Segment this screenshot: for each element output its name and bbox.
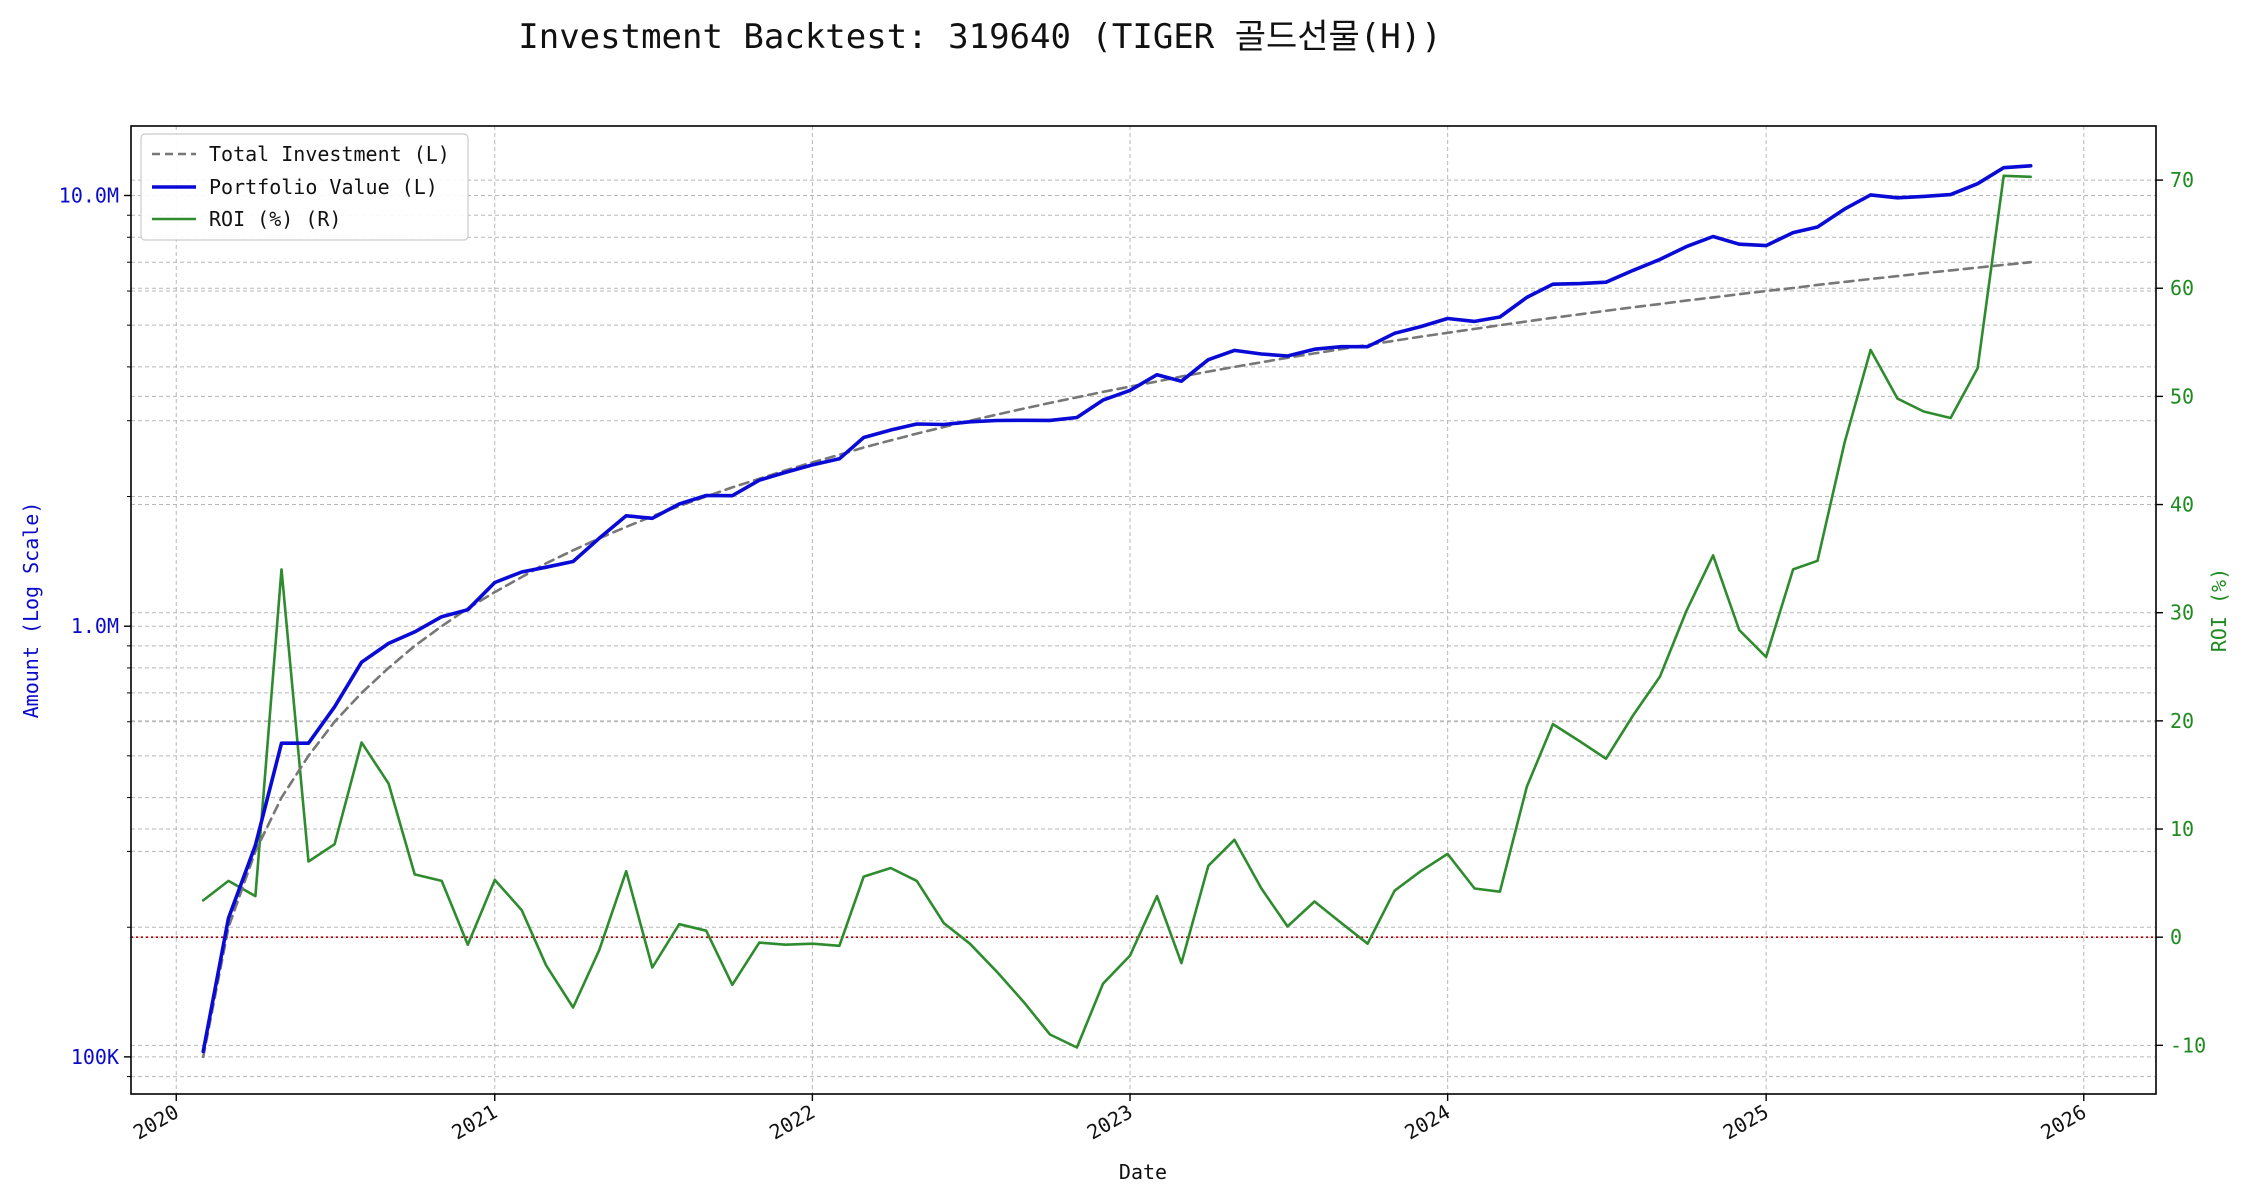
left-axis-ticks: 100K 1.0M 10.0M <box>59 183 131 1078</box>
chart-title: Investment Backtest: 319640 (TIGER 골드선물(… <box>518 17 1441 57</box>
y-right-tick-label: 50 <box>2170 384 2194 408</box>
right-axis-ticks: -10 0 10 20 30 40 50 60 70 <box>2156 168 2206 1057</box>
y-right-tick-label: -10 <box>2170 1033 2206 1057</box>
y-axis-right-label: ROI (%) <box>2207 568 2231 652</box>
series-roi-line <box>201 174 2032 1049</box>
legend-label-roi: ROI (%) (R) <box>209 207 341 231</box>
y-right-tick-label: 10 <box>2170 817 2194 841</box>
y-right-tick-label: 0 <box>2170 925 2182 949</box>
series-portfolio-value-line <box>201 164 2033 1054</box>
x-axis-label: Date <box>1119 1160 1167 1184</box>
y-right-tick-label: 70 <box>2170 168 2194 192</box>
y-axis-left-label: Amount (Log Scale) <box>19 502 43 719</box>
legend-box <box>140 133 469 241</box>
y-right-tick-label: 60 <box>2170 276 2194 300</box>
y-left-tick-label: 10.0M <box>59 183 119 207</box>
y-left-tick-label: 1.0M <box>71 614 119 638</box>
plot-frame <box>130 125 2157 1095</box>
y-right-tick-label: 40 <box>2170 493 2194 517</box>
legend: Total Investment (L) Portfolio Value (L)… <box>140 133 469 241</box>
series-total-investment-line <box>201 260 2032 1059</box>
y-right-tick-label: 30 <box>2170 601 2194 625</box>
legend-label-portfolio-value: Portfolio Value (L) <box>209 175 438 199</box>
y-right-tick-label: 20 <box>2170 709 2194 733</box>
legend-label-total-investment: Total Investment (L) <box>209 142 450 166</box>
y-left-tick-label: 100K <box>71 1045 119 1069</box>
series-lines <box>201 164 2033 1059</box>
